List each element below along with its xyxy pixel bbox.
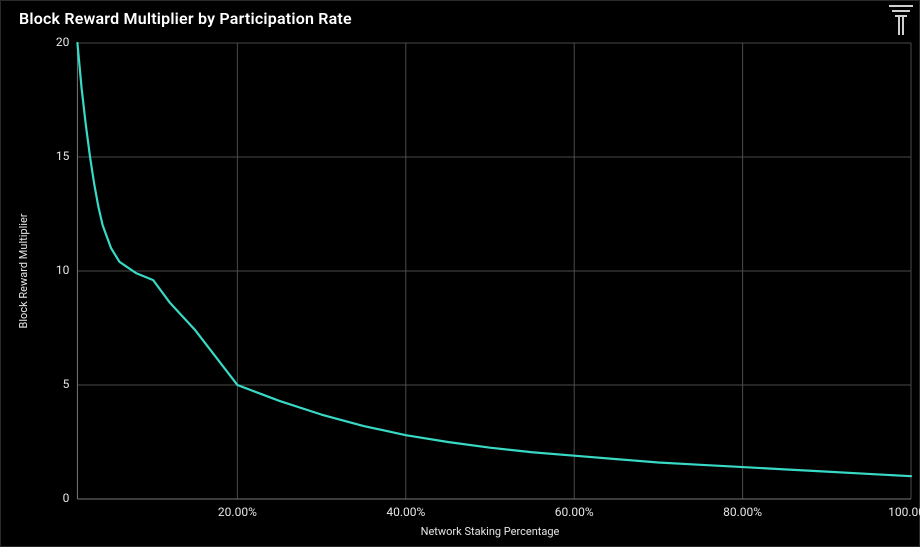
y-tick-label: 15 <box>56 149 70 163</box>
x-tick-label: 20.00% <box>218 505 257 519</box>
x-tick-label: 40.00% <box>386 505 425 519</box>
y-tick-label: 10 <box>56 263 70 277</box>
y-tick-label: 20 <box>56 35 70 49</box>
chart-container: Block Reward Multiplier by Participation… <box>0 0 920 547</box>
reward-multiplier-chart: 0510152020.00%40.00%60.00%80.00%100.00%B… <box>1 1 920 547</box>
reward-multiplier-line <box>77 43 911 476</box>
x-tick-label: 60.00% <box>555 505 594 519</box>
x-tick-label: 100.00% <box>888 505 920 519</box>
x-tick-label: 80.00% <box>723 505 762 519</box>
x-axis-label: Network Staking Percentage <box>421 525 560 538</box>
y-tick-label: 5 <box>63 377 70 391</box>
y-tick-label: 0 <box>63 491 70 505</box>
y-axis-label: Block Reward Multiplier <box>17 213 30 328</box>
